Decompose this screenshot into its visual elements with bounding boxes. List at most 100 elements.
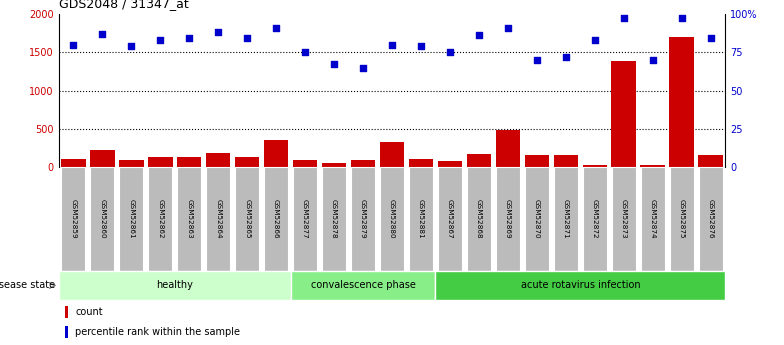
Bar [235,167,260,271]
Bar [350,160,376,167]
Text: GSM52873: GSM52873 [621,199,626,239]
Bar [554,167,578,271]
Bar [408,167,433,271]
Bar [583,165,607,167]
Bar [264,167,289,271]
Bar [379,142,405,167]
Bar [322,167,347,271]
Point [183,36,195,41]
Point [241,36,253,41]
Bar [291,271,435,300]
Point [96,31,108,37]
Text: GSM52879: GSM52879 [360,199,366,239]
Bar [699,167,723,271]
Bar [670,37,694,167]
Bar [437,167,462,271]
Point [618,16,630,21]
Text: GSM52875: GSM52875 [679,199,684,239]
Point [589,37,601,43]
Bar [466,154,492,167]
Bar [612,61,636,167]
Point [386,42,398,47]
Text: GSM52865: GSM52865 [244,199,250,239]
Text: acute rotavirus infection: acute rotavirus infection [521,280,641,290]
Bar [177,157,201,167]
Bar [524,155,549,167]
Point [502,25,514,30]
Bar [293,167,318,271]
Bar [379,167,405,271]
Text: GSM52868: GSM52868 [476,199,482,239]
Bar [408,159,434,167]
Bar [206,153,230,167]
Bar [641,165,665,167]
Bar [235,157,260,167]
Bar [435,271,725,300]
Point [531,57,543,62]
Text: GDS2048 / 31347_at: GDS2048 / 31347_at [59,0,188,10]
Text: GSM52870: GSM52870 [534,199,540,239]
Point [415,43,427,49]
Text: GSM52872: GSM52872 [592,199,598,239]
Point [676,16,688,21]
Bar [495,130,521,167]
Bar [177,167,201,271]
Bar [466,167,491,271]
Text: GSM52867: GSM52867 [447,199,453,239]
Point [473,32,485,38]
Bar [554,155,578,167]
Point [705,36,717,41]
Text: convalescence phase: convalescence phase [310,280,416,290]
Bar [641,167,665,271]
Bar [119,160,143,167]
Text: count: count [75,307,103,317]
Bar [65,326,68,338]
Bar [61,159,85,167]
Text: GSM52869: GSM52869 [505,199,511,239]
Bar [263,140,289,167]
Bar [90,150,114,167]
Text: healthy: healthy [156,280,193,290]
Bar [583,167,607,271]
Point [444,49,456,55]
Point [154,37,166,43]
Bar [206,167,230,271]
Bar [699,155,723,167]
Bar [65,306,68,318]
Text: GSM52876: GSM52876 [708,199,713,239]
Text: GSM52863: GSM52863 [186,199,192,239]
Text: GSM52859: GSM52859 [71,199,76,239]
Bar [148,167,172,271]
Bar [321,163,347,167]
Text: GSM52874: GSM52874 [650,199,655,239]
Point [270,25,282,30]
Text: disease state: disease state [0,280,55,290]
Bar [90,167,114,271]
Bar [59,271,291,300]
Point [357,65,369,70]
Text: GSM52878: GSM52878 [331,199,337,239]
Text: GSM52860: GSM52860 [100,199,105,239]
Point [125,43,137,49]
Bar [61,167,85,271]
Bar [351,167,376,271]
Bar [437,161,463,167]
Point [212,29,224,35]
Text: GSM52877: GSM52877 [302,199,308,239]
Point [560,54,572,60]
Bar [670,167,694,271]
Bar [612,167,636,271]
Text: GSM52871: GSM52871 [563,199,569,239]
Text: GSM52880: GSM52880 [389,199,395,239]
Text: GSM52864: GSM52864 [215,199,221,239]
Point [67,42,79,47]
Text: GSM52861: GSM52861 [129,199,134,239]
Bar [148,157,172,167]
Text: percentile rank within the sample: percentile rank within the sample [75,327,240,337]
Bar [292,160,318,167]
Bar [524,167,549,271]
Text: GSM52866: GSM52866 [273,199,279,239]
Bar [119,167,143,271]
Text: GSM52881: GSM52881 [418,199,424,239]
Text: GSM52862: GSM52862 [158,199,163,239]
